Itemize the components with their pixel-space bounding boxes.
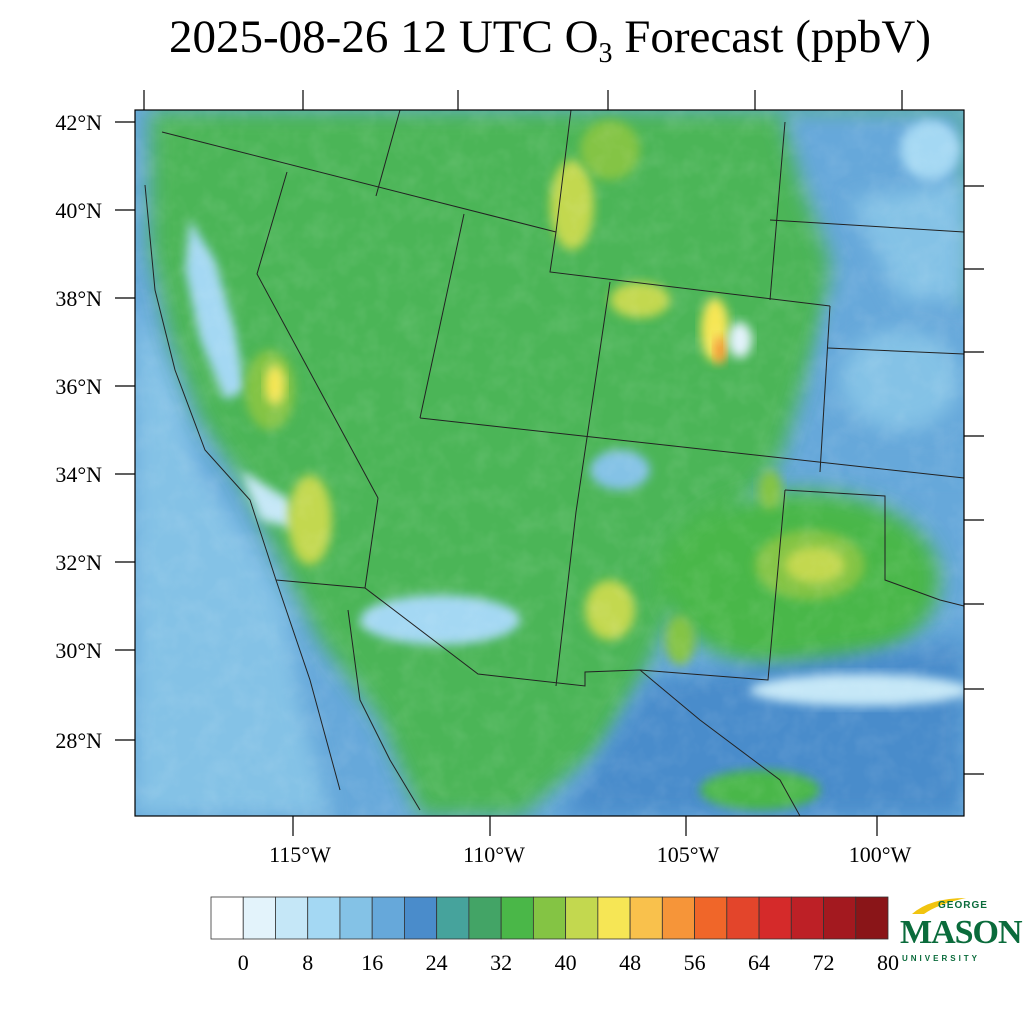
colorbar-tick-label: 80 xyxy=(877,950,899,975)
lat-label-38: 38°N xyxy=(55,286,102,311)
colorbar-tick-label: 48 xyxy=(619,950,642,975)
logo-university: UNIVERSITY xyxy=(902,954,981,963)
lat-label-36: 36°N xyxy=(55,374,102,399)
lat-label-40: 40°N xyxy=(55,198,102,223)
lat-label-32: 32°N xyxy=(55,550,102,575)
colorbar-swatch xyxy=(726,896,760,940)
logo-mason: MASON xyxy=(900,914,1023,951)
colorbar-swatch xyxy=(597,896,631,940)
lat-label-42: 42°N xyxy=(55,110,102,135)
colorbar-tick-label: 0 xyxy=(237,950,249,975)
colorbar-swatch xyxy=(629,896,663,940)
colorbar-swatch xyxy=(532,896,567,940)
colorbar-swatch xyxy=(371,896,405,940)
george-mason-logo: GEORGE MASON UNIVERSITY xyxy=(898,896,1023,976)
colorbar-swatch xyxy=(565,896,599,940)
boundaries xyxy=(144,110,964,816)
colorbar-swatch xyxy=(823,896,857,940)
lon-label-105: 105°W xyxy=(656,842,720,867)
colorbar-tick-label: 32 xyxy=(490,950,513,975)
colorbar-swatch xyxy=(758,896,792,940)
lat-label-34: 34°N xyxy=(55,462,102,487)
colorbar-swatch xyxy=(468,896,502,940)
colorbar-swatch xyxy=(210,896,244,940)
logo-swoosh-icon xyxy=(912,898,966,914)
colorbar-tick-label: 24 xyxy=(425,950,448,975)
lat-label-28: 28°N xyxy=(55,728,102,753)
frame-ticks xyxy=(115,90,984,836)
colorbar-swatch xyxy=(242,896,276,940)
colorbar-tick-label: 56 xyxy=(683,950,706,975)
colorbar-tick-label: 72 xyxy=(812,950,835,975)
title-subscript: 3 xyxy=(598,38,613,69)
colorbar-tick-label: 16 xyxy=(361,950,384,975)
lon-label-100: 100°W xyxy=(848,842,912,867)
colorbar-tick-label: 8 xyxy=(302,950,314,975)
colorbar-swatch xyxy=(436,896,470,940)
title-suffix: Forecast (ppbV) xyxy=(612,11,931,63)
colorbar-swatch xyxy=(275,896,309,940)
title-prefix: 2025-08-26 12 UTC O xyxy=(169,11,599,63)
colorbar-swatch xyxy=(694,896,728,940)
colorbar-swatch xyxy=(790,896,824,940)
chart-title: 2025-08-26 12 UTC O3 Forecast (ppbV) xyxy=(0,10,1024,70)
lon-label-110: 110°W xyxy=(463,842,525,867)
lat-label-30: 30°N xyxy=(55,638,102,663)
colorbar-tick-label: 64 xyxy=(748,950,771,975)
colorbar-swatch xyxy=(307,896,341,940)
colorbar-swatch xyxy=(855,896,889,940)
colorbar-swatch xyxy=(339,896,373,940)
colorbar-swatch xyxy=(500,896,534,940)
colorbar-swatch xyxy=(661,896,695,940)
colorbar-swatch xyxy=(404,896,438,940)
colorbar-tick-label: 40 xyxy=(554,950,577,975)
logo-george: GEORGE xyxy=(938,900,988,911)
lon-label-115: 115°W xyxy=(269,842,331,867)
